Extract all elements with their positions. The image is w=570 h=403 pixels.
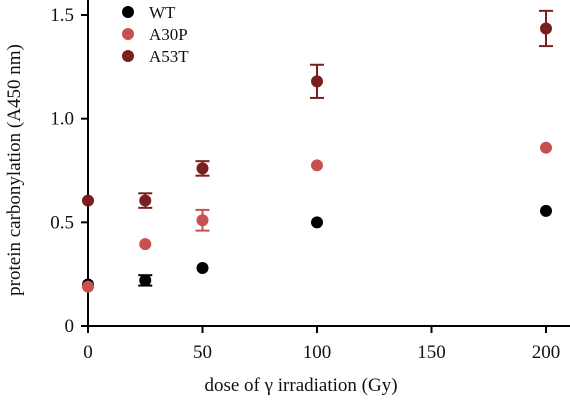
data-point-a53t — [540, 22, 552, 35]
legend: WT A30P A53T — [122, 3, 189, 66]
legend-swatch-wt — [122, 6, 134, 18]
series-a53t — [82, 9, 553, 209]
series-a30p — [82, 141, 552, 293]
data-point-wt — [540, 204, 552, 217]
data-point-wt — [311, 216, 323, 229]
x-tick-label: 50 — [193, 342, 212, 363]
data-point-a30p — [82, 280, 94, 293]
data-point-a53t — [196, 162, 209, 175]
data-point-a53t — [82, 194, 94, 207]
legend-swatch-a53t — [122, 50, 134, 62]
series-wt — [82, 204, 552, 291]
x-axis-title: dose of γ irradiation (Gy) — [204, 375, 397, 396]
legend-label-a53t: A53T — [149, 47, 189, 66]
y-tick-label: 1.0 — [50, 109, 74, 130]
legend-label-a30p: A30P — [149, 25, 188, 44]
data-point-a30p — [139, 238, 152, 251]
data-point-a30p — [311, 159, 323, 172]
y-tick-label: 1.5 — [50, 5, 74, 26]
data-marks — [82, 9, 553, 293]
x-tick-label: 0 — [83, 342, 93, 363]
data-point-a30p — [196, 214, 209, 227]
ticks: 0 50 100 150 200 0 0.5 1.0 1.5 — [50, 5, 560, 363]
y-tick-label: 0.5 — [50, 212, 74, 233]
data-point-wt — [139, 274, 152, 287]
legend-label-wt: WT — [149, 3, 176, 22]
x-tick-label: 150 — [417, 342, 446, 363]
data-point-a30p — [540, 141, 552, 154]
data-point-wt — [196, 261, 209, 274]
x-tick-label: 200 — [532, 342, 561, 363]
y-axis-title: protein carbonylation (A450 nm) — [4, 44, 25, 296]
data-point-a53t — [139, 194, 152, 207]
x-tick-label: 100 — [303, 342, 332, 363]
data-point-a53t — [311, 75, 323, 88]
axes — [87, 0, 570, 327]
y-tick-label: 0 — [65, 316, 75, 337]
legend-swatch-a30p — [122, 28, 134, 40]
